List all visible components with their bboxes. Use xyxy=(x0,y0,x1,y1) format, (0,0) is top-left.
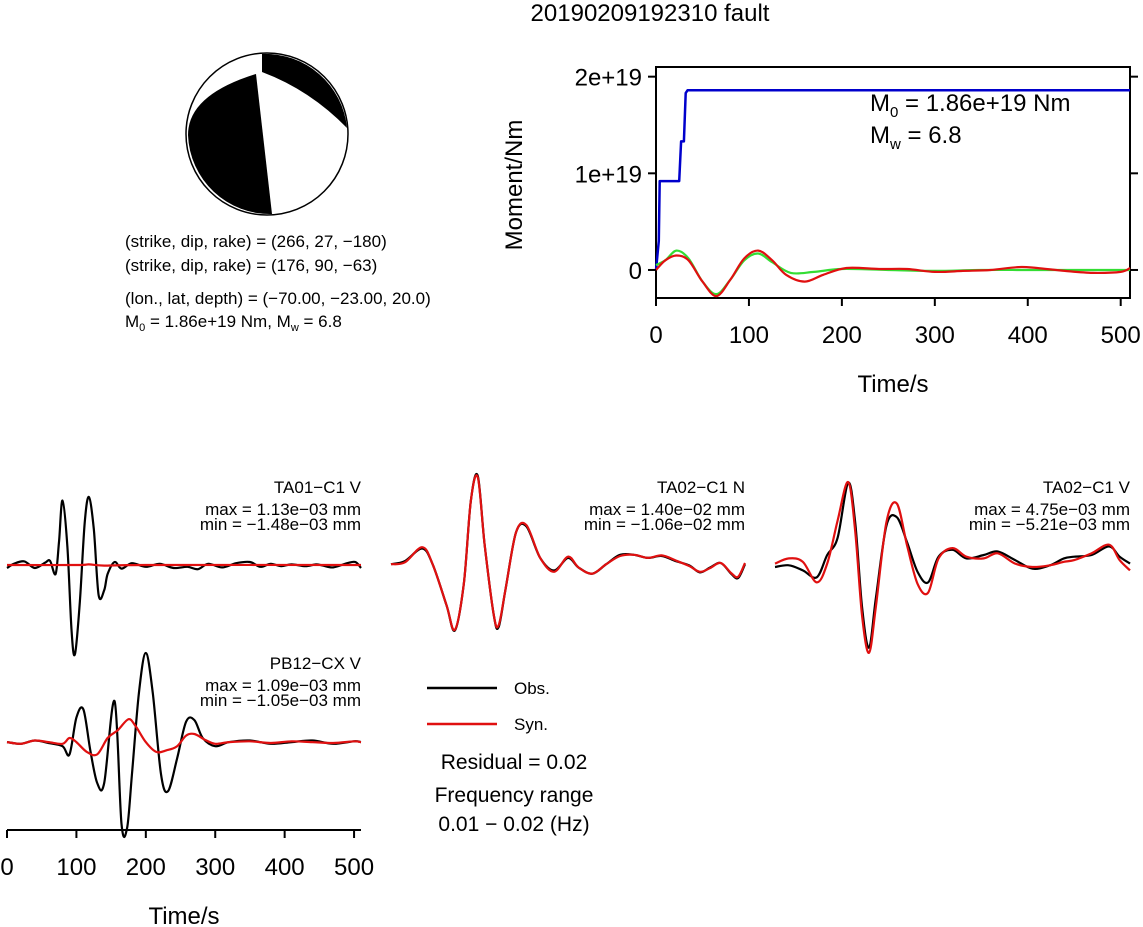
magnitude-label: M0 = 1.86e+19 Nm, Mw = 6.8 xyxy=(125,312,342,334)
nodal-plane-1-label: (strike, dip, rake) = (266, 27, −180) xyxy=(125,232,387,251)
waveform-panel-ta02-c1-v: TA02−C1 V max = 4.75e−03 mm min = −5.21e… xyxy=(774,478,1131,654)
x-tick-label: 300 xyxy=(195,854,235,881)
observed-trace xyxy=(774,481,1131,649)
observed-trace xyxy=(390,473,746,632)
location-label: (lon., lat, depth) = (−70.00, −23.00, 20… xyxy=(125,289,431,308)
synthetic-trace xyxy=(6,563,362,567)
synthetic-trace xyxy=(390,474,746,632)
beachball-compressional-lower xyxy=(188,74,272,215)
station-label: TA02−C1 N xyxy=(657,478,745,497)
waveform-traces xyxy=(390,473,746,632)
frequency-range-label: Frequency range xyxy=(435,784,594,807)
moment-axes: 0 100 200 300 400 500 0 1e+19 2e+19 xyxy=(575,65,1141,349)
cumulative-moment-line xyxy=(654,88,1130,271)
x-tick-label: 200 xyxy=(126,854,166,881)
x-tick-label: 400 xyxy=(265,854,305,881)
moment-rate-line xyxy=(655,249,1131,298)
waveform-traces xyxy=(774,480,1131,654)
beachball xyxy=(185,52,349,216)
waveform-time-axis: 0 100 200 300 400 500 xyxy=(0,829,374,881)
moment-m0-annotation: M0 = 1.86e+19 Nm xyxy=(870,90,1070,121)
min-amplitude-label: min = −5.21e−03 mm xyxy=(969,515,1130,534)
legend-syn-label: Syn. xyxy=(514,715,548,734)
frequency-range-values: 0.01 − 0.02 (Hz) xyxy=(438,813,589,836)
x-tick-label: 300 xyxy=(915,322,955,349)
waveform-panel-ta02-c1-n: TA02−C1 N max = 1.40e−02 mm min = −1.06e… xyxy=(390,473,746,632)
max-amplitude-label: max = 1.09e−03 mm xyxy=(205,676,361,695)
y-tick-label: 0 xyxy=(629,258,642,285)
min-amplitude-label: min = −1.05e−03 mm xyxy=(200,691,361,710)
moment-series-group xyxy=(654,88,1131,298)
moment-xlabel: Time/s xyxy=(857,371,928,398)
y-tick-label: 1e+19 xyxy=(575,161,642,188)
station-label: TA02−C1 V xyxy=(1043,478,1131,497)
page-title: 20190209192310 fault xyxy=(531,0,770,27)
moment-plot-frame xyxy=(655,66,1131,299)
x-tick-label: 0 xyxy=(0,854,13,881)
x-tick-label: 500 xyxy=(1101,322,1141,349)
y-tick-label: 2e+19 xyxy=(575,65,642,92)
waveform-traces xyxy=(6,495,362,657)
beachball-outline xyxy=(185,52,349,216)
waveform-traces xyxy=(6,651,362,839)
synthetic-trace xyxy=(6,718,362,757)
x-tick-label: 200 xyxy=(822,322,862,349)
max-amplitude-label: max = 4.75e−03 mm xyxy=(974,500,1130,519)
min-amplitude-label: min = −1.48e−03 mm xyxy=(200,515,361,534)
moment-ylabel: Moment/Nm xyxy=(501,120,528,251)
waveform-panel-ta01-c1-v: TA01−C1 V max = 1.13e−03 mm min = −1.48e… xyxy=(6,478,362,657)
residual-label: Residual = 0.02 xyxy=(441,751,588,774)
max-amplitude-label: max = 1.13e−03 mm xyxy=(205,500,361,519)
synthetic-trace xyxy=(774,480,1131,654)
legend: Obs. Syn. Residual = 0.02 Frequency rang… xyxy=(427,679,593,836)
min-amplitude-label: min = −1.06e−02 mm xyxy=(584,515,745,534)
nodal-plane-2-label: (strike, dip, rake) = (176, 90, −63) xyxy=(125,256,377,275)
x-tick-label: 400 xyxy=(1008,322,1048,349)
station-label: PB12−CX V xyxy=(270,654,362,673)
beachball-compressional-upper xyxy=(262,53,347,128)
moment-rate-line xyxy=(655,249,1130,296)
x-tick-label: 100 xyxy=(56,854,96,881)
waveform-panel-pb12-cx-v: PB12−CX V max = 1.09e−03 mm min = −1.05e… xyxy=(0,651,374,927)
legend-obs-label: Obs. xyxy=(514,679,550,698)
x-tick-label: 100 xyxy=(729,322,769,349)
moment-mw-annotation: Mw = 6.8 xyxy=(870,122,962,153)
x-tick-label: 500 xyxy=(334,854,374,881)
moment-plot: 0 100 200 300 400 500 0 1e+19 2e+19 Moment/Nm Ti… xyxy=(501,65,1141,398)
x-tick-label: 0 xyxy=(649,322,662,349)
max-amplitude-label: max = 1.40e−02 mm xyxy=(589,500,745,519)
station-label: TA01−C1 V xyxy=(274,478,362,497)
waveform-xlabel: Time/s xyxy=(148,903,219,927)
